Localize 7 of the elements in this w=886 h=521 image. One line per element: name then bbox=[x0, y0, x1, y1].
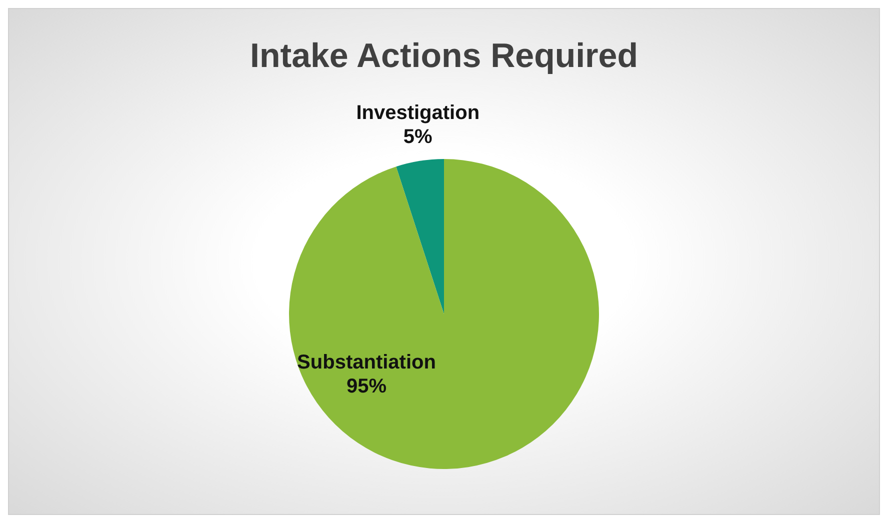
data-label: 95% bbox=[346, 375, 387, 398]
slice-label: Substantiation bbox=[297, 351, 436, 374]
chart-title: Intake Actions Required bbox=[249, 37, 639, 76]
pie-slice bbox=[396, 159, 444, 314]
data-label: 5% bbox=[403, 126, 433, 148]
pie-slice bbox=[289, 159, 599, 469]
slice-label: Investigation bbox=[356, 102, 480, 124]
